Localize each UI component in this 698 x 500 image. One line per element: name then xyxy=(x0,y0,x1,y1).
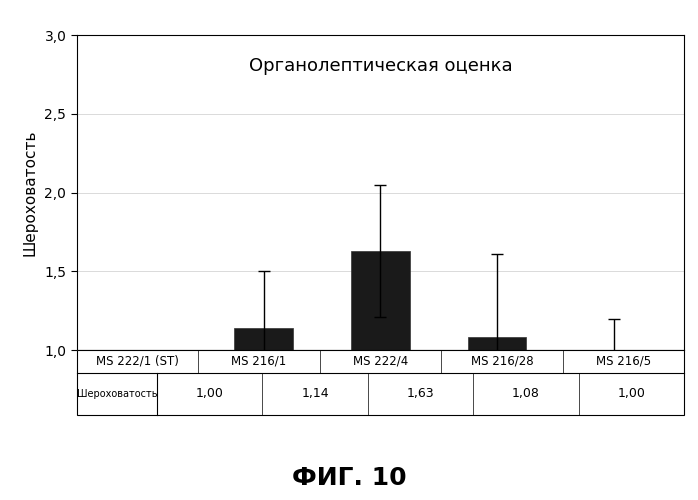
Text: 1,08: 1,08 xyxy=(512,387,540,400)
Text: MS 216/28: MS 216/28 xyxy=(470,355,533,368)
Text: 1,00: 1,00 xyxy=(618,387,645,400)
Text: MS 222/1 (ST): MS 222/1 (ST) xyxy=(96,355,179,368)
Text: MS 216/1: MS 216/1 xyxy=(231,355,287,368)
Text: MS 216/5: MS 216/5 xyxy=(596,355,651,368)
Text: 1,00: 1,00 xyxy=(196,387,223,400)
Y-axis label: Шероховатость: Шероховатость xyxy=(22,129,38,256)
Text: Шероховатость: Шероховатость xyxy=(77,389,157,399)
Text: MS 222/4: MS 222/4 xyxy=(352,355,408,368)
Bar xyxy=(351,251,410,350)
Text: 1,63: 1,63 xyxy=(407,387,434,400)
Text: Органолептическая оценка: Органолептическая оценка xyxy=(248,57,512,75)
Bar xyxy=(235,328,293,350)
Bar xyxy=(468,338,526,350)
Text: ФИГ. 10: ФИГ. 10 xyxy=(292,466,406,490)
Text: 1,14: 1,14 xyxy=(302,387,329,400)
